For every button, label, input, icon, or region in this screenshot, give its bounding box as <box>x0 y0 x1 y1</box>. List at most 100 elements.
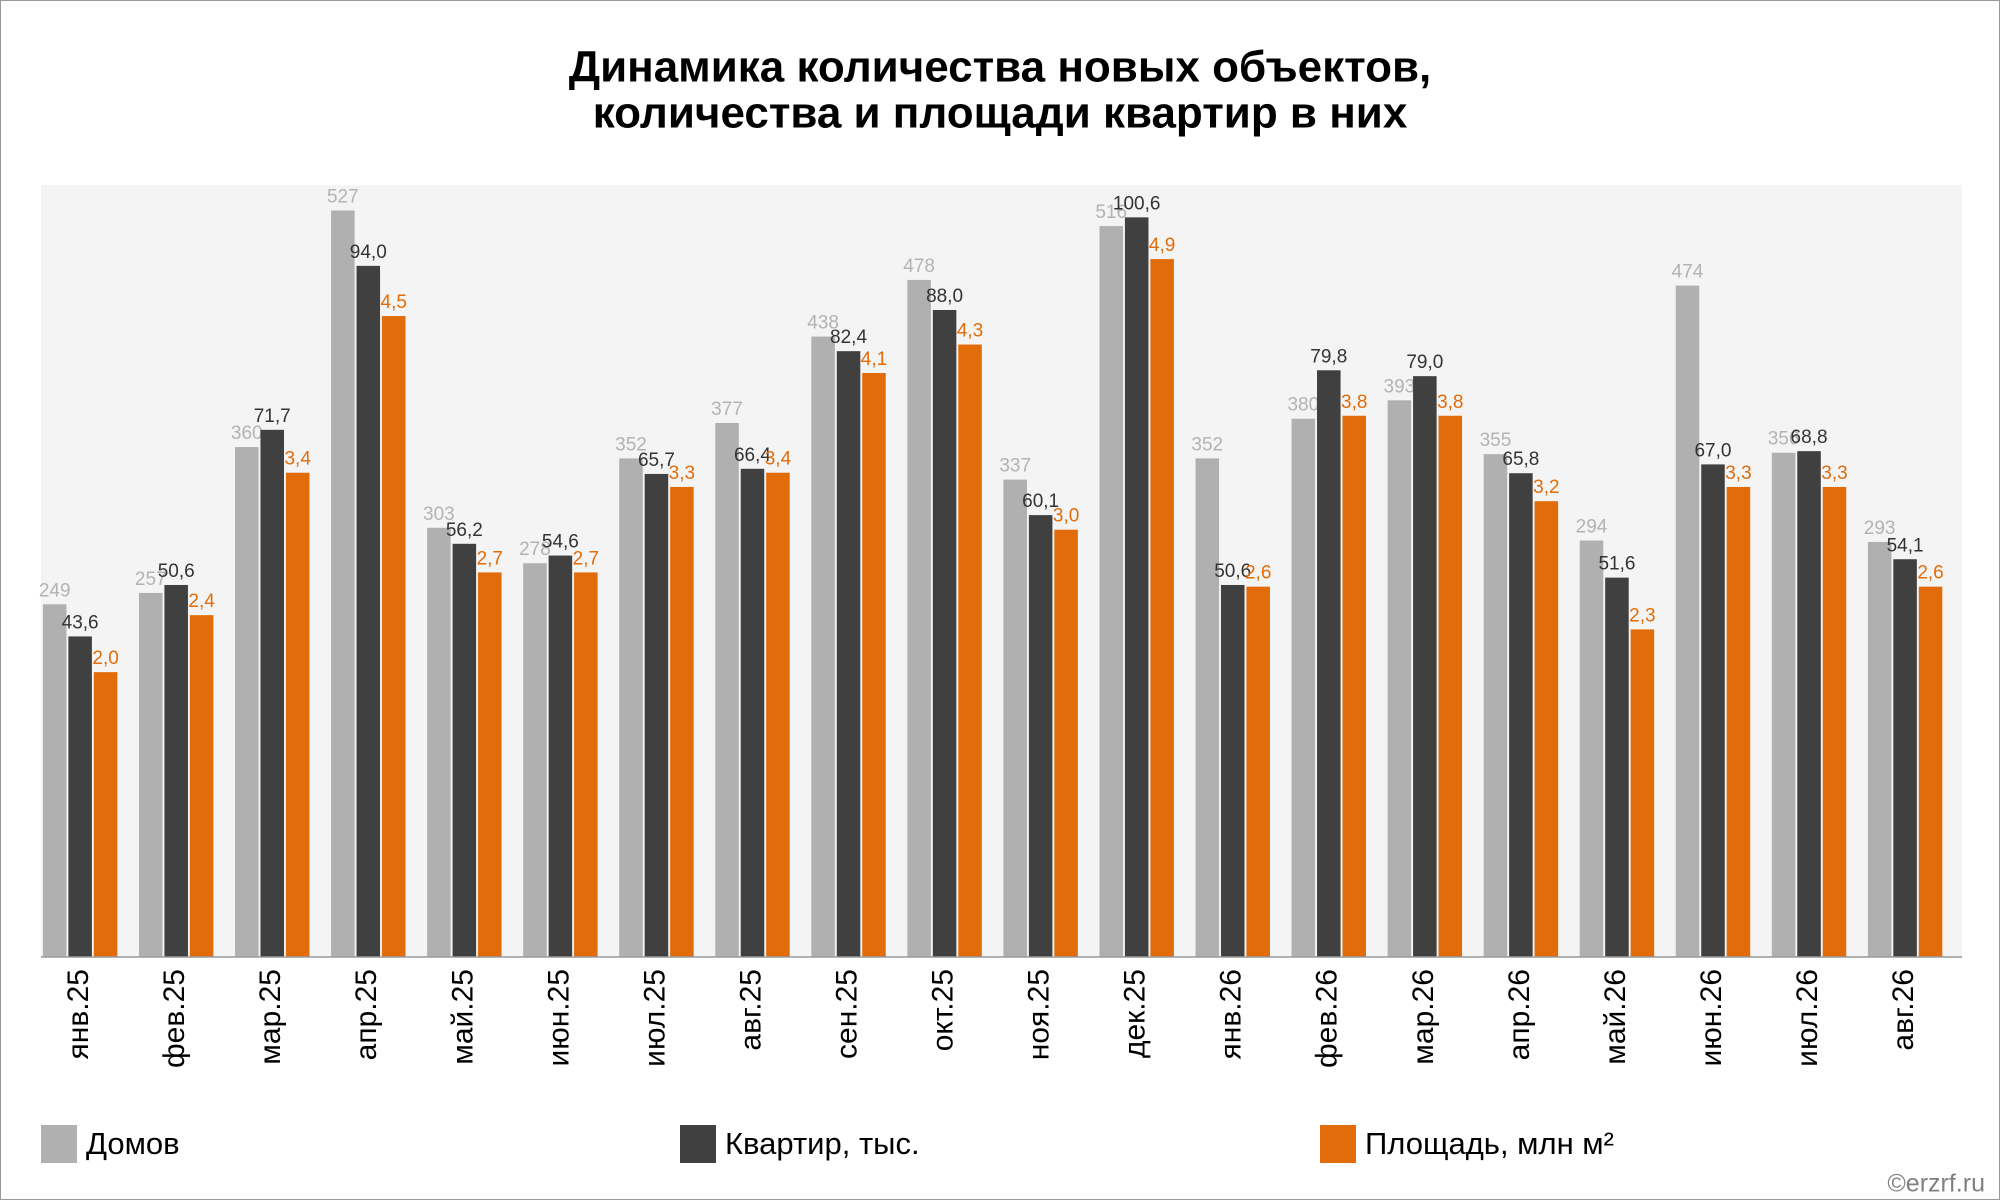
data-label: 94,0 <box>350 242 387 263</box>
data-label: 2,0 <box>92 648 118 669</box>
watermark: ©erzrf.ru <box>1887 1170 1985 1198</box>
bar <box>1867 541 1892 957</box>
x-tick-label: апр.25 <box>350 969 383 1060</box>
data-label: 352 <box>615 434 647 455</box>
data-label: 2,4 <box>188 591 215 612</box>
data-label: 50,6 <box>1214 561 1251 582</box>
x-tick-label: июн.26 <box>1695 969 1728 1067</box>
legend-label: Площадь, млн м² <box>1365 1126 1614 1161</box>
bar <box>740 468 765 957</box>
data-label: 278 <box>519 539 551 560</box>
x-tick-label: янв.26 <box>1215 969 1248 1059</box>
bar <box>1579 540 1604 957</box>
x-tick-label: янв.25 <box>62 969 95 1059</box>
chart-title: Динамика количества новых объектов, <box>569 43 1432 92</box>
bar <box>285 472 310 957</box>
data-label: 54,6 <box>542 532 579 553</box>
legend-swatch <box>1320 1125 1356 1163</box>
data-label: 4,1 <box>861 349 887 370</box>
bar <box>1246 586 1270 957</box>
bar <box>836 351 861 957</box>
plot-background <box>41 185 1962 957</box>
bar <box>260 429 285 957</box>
x-tick-label: фев.25 <box>158 969 191 1068</box>
data-label: 393 <box>1384 376 1416 397</box>
data-label: 79,0 <box>1406 352 1443 373</box>
x-tick-label: ноя.25 <box>1023 969 1056 1060</box>
bar <box>1822 486 1847 957</box>
bar <box>381 316 406 957</box>
bar <box>670 486 694 957</box>
bar <box>932 309 957 957</box>
bar <box>1726 486 1751 957</box>
data-label: 3,4 <box>284 449 311 470</box>
bar <box>1387 400 1412 958</box>
x-tick-label: фев.26 <box>1311 969 1344 1068</box>
legend-swatch <box>41 1125 77 1163</box>
bar <box>1534 501 1559 957</box>
data-label: 516 <box>1095 202 1127 223</box>
data-label: 3,8 <box>1341 392 1367 413</box>
bar <box>42 604 67 957</box>
bar <box>715 422 739 957</box>
bar <box>1317 370 1341 957</box>
bar <box>452 543 477 957</box>
bar <box>958 344 982 957</box>
data-label: 60,1 <box>1022 491 1059 512</box>
data-label: 352 <box>1191 434 1223 455</box>
data-label: 257 <box>135 569 167 590</box>
bar <box>1413 376 1437 958</box>
bar <box>189 615 214 957</box>
bar <box>93 672 118 957</box>
bar <box>644 473 669 957</box>
x-tick-label: сен.25 <box>830 969 863 1059</box>
bar <box>235 447 259 957</box>
data-label: 51,6 <box>1598 554 1635 575</box>
data-label: 2,3 <box>1629 605 1655 626</box>
bar <box>1605 577 1629 957</box>
x-tick-label: дек.25 <box>1119 969 1152 1058</box>
bar <box>1342 415 1367 958</box>
bar <box>1150 259 1174 957</box>
bar <box>1893 559 1917 957</box>
legend-label: Домов <box>86 1126 180 1161</box>
bar <box>478 572 502 957</box>
data-label: 478 <box>903 256 935 277</box>
bar <box>1291 418 1316 958</box>
data-label: 3,8 <box>1437 392 1463 413</box>
x-tick-label: окт.25 <box>927 969 960 1051</box>
bar <box>1195 458 1220 957</box>
bar <box>356 265 381 957</box>
data-label: 303 <box>423 504 455 525</box>
data-label: 360 <box>231 423 263 444</box>
data-label: 4,9 <box>1149 235 1175 256</box>
data-label: 3,4 <box>765 449 792 470</box>
x-tick-label: июл.26 <box>1791 969 1824 1067</box>
data-label: 67,0 <box>1694 440 1731 461</box>
legend-label: Квартир, тыс. <box>725 1126 920 1161</box>
x-tick-label: мар.26 <box>1407 969 1440 1065</box>
chart-title: количества и площади квартир в них <box>593 89 1408 138</box>
bar <box>907 279 931 957</box>
data-label: 2,6 <box>1917 563 1943 584</box>
data-label: 4,3 <box>957 321 983 342</box>
bar <box>1003 479 1027 957</box>
bar <box>1438 415 1463 958</box>
bar <box>548 555 573 957</box>
bar <box>1483 454 1508 957</box>
data-label: 438 <box>807 313 839 334</box>
x-tick-label: июл.25 <box>638 969 671 1067</box>
bar <box>68 636 92 957</box>
data-label: 2,7 <box>573 548 599 569</box>
bar <box>619 458 643 957</box>
bar <box>138 592 163 957</box>
bar <box>1797 451 1821 957</box>
x-tick-label: июн.25 <box>542 969 575 1067</box>
data-label: 527 <box>327 187 359 208</box>
bar <box>862 373 886 957</box>
data-label: 100,6 <box>1113 193 1161 214</box>
data-label: 2,7 <box>477 548 503 569</box>
bar <box>1701 464 1725 957</box>
bar <box>331 210 355 957</box>
